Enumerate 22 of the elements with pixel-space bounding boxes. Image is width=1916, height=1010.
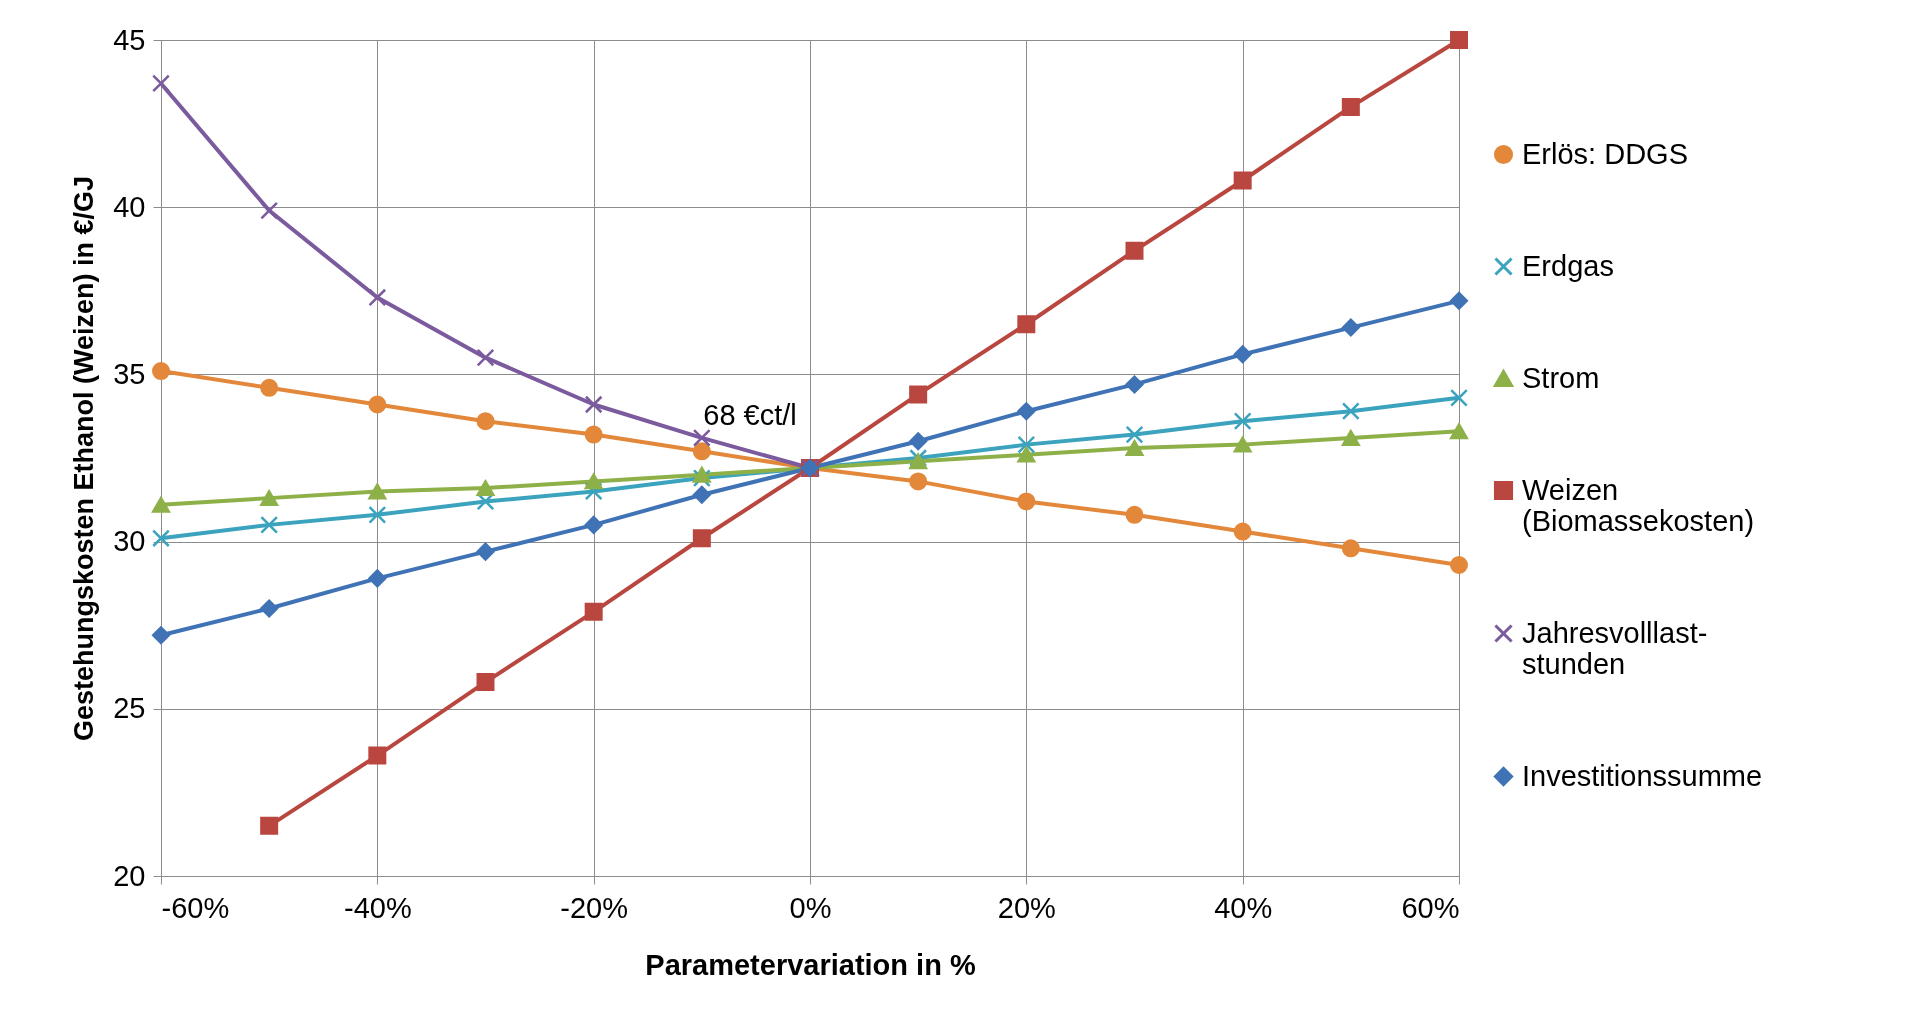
y-tick-label: 20: [113, 859, 146, 892]
y-tick-label: 35: [113, 357, 146, 390]
y-tick-label: 40: [113, 190, 146, 223]
legend-label: Erdgas: [1522, 249, 1614, 282]
x-tick-label: 20%: [997, 891, 1056, 924]
x-tick-label: 40%: [1214, 891, 1273, 924]
y-tick-label: 30: [113, 525, 146, 558]
x-tick-label: -40%: [343, 891, 412, 924]
legend-label: Strom: [1522, 361, 1600, 394]
annotation: 68 €ct/l: [703, 399, 797, 432]
x-tick-label: -20%: [560, 891, 629, 924]
x-axis-title: Parametervariation in %: [645, 948, 976, 981]
legend-label: Erlös: DDGS: [1522, 137, 1688, 170]
y-tick-label: 25: [113, 692, 146, 725]
x-tick-label: -60%: [161, 891, 230, 924]
y-axis-title: Gestehungskosten Ethanol (Weizen) in €/GJ: [69, 175, 100, 742]
x-tick-label: 60%: [1401, 891, 1460, 924]
y-tick-label: 45: [113, 23, 146, 56]
x-tick-label: 0%: [789, 891, 832, 924]
legend-label: Investitionssumme: [1522, 759, 1763, 792]
legend-label: Weizen (Biomassekosten): [1522, 473, 1755, 537]
legend-label: Jahresvolllast- stunden: [1522, 616, 1708, 680]
